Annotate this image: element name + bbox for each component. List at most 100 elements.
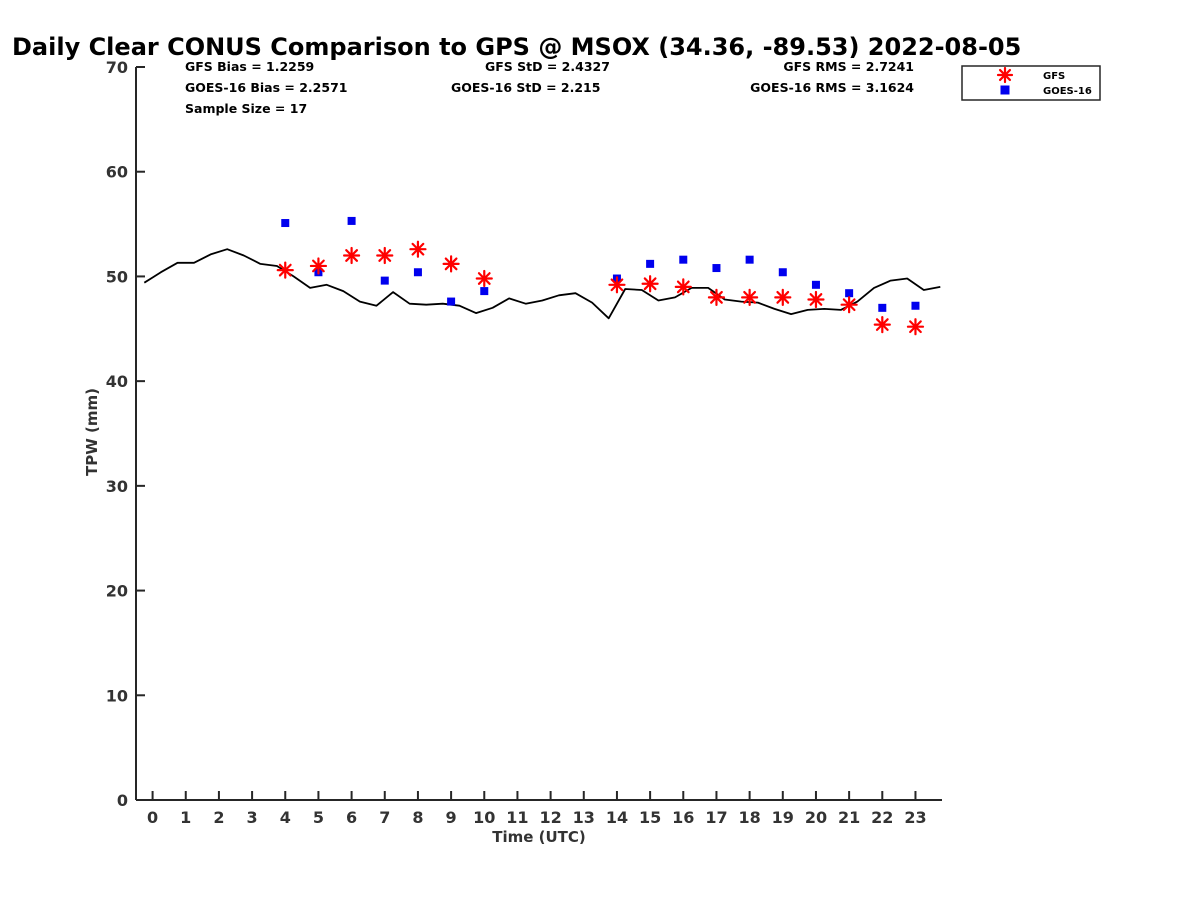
asterisk-stroke <box>743 290 757 304</box>
gfs-point <box>376 246 394 265</box>
x-tick-label: 5 <box>313 808 324 827</box>
goes-bias-stat: GOES-16 Bias = 2.2571 <box>185 80 347 95</box>
gfs-point <box>906 318 925 336</box>
goes-point <box>679 255 688 264</box>
x-tick-label: 19 <box>772 808 794 827</box>
x-tick-label: 4 <box>280 808 291 827</box>
x-tick-label: 17 <box>705 808 727 827</box>
goes-point <box>281 219 290 228</box>
goes-point <box>745 255 754 264</box>
gfs-std-stat: GFS StD = 2.4327 <box>485 59 610 74</box>
y-tick-label: 60 <box>106 163 128 182</box>
x-tick-label: 18 <box>738 808 760 827</box>
x-tick-label: 14 <box>606 808 628 827</box>
sample-size-stat: Sample Size = 17 <box>185 101 307 116</box>
y-tick-label: 0 <box>117 791 128 810</box>
y-tick-label: 30 <box>106 477 128 496</box>
x-tick-label: 16 <box>672 808 694 827</box>
legend-gfs-label: GFS <box>1043 71 1065 82</box>
gfs-rms-stat: GFS RMS = 2.7241 <box>783 59 914 74</box>
asterisk-stroke <box>776 290 790 304</box>
y-tick-label: 70 <box>106 58 128 77</box>
x-tick-label: 15 <box>639 808 661 827</box>
goes-point <box>380 276 389 285</box>
x-tick-label: 11 <box>506 808 528 827</box>
goes-point <box>911 301 920 310</box>
stats-block: GFS Bias = 1.2259 GOES-16 Bias = 2.2571 … <box>185 59 914 116</box>
x-tick-label: 2 <box>213 808 224 827</box>
x-tick-label: 0 <box>147 808 158 827</box>
asterisk-stroke <box>411 242 425 256</box>
asterisk-stroke <box>610 278 624 292</box>
legend-goes-marker <box>1000 85 1010 95</box>
x-tick-label: 7 <box>379 808 390 827</box>
chart-title: Daily Clear CONUS Comparison to GPS @ MS… <box>12 33 1021 61</box>
goes-point <box>878 303 887 312</box>
asterisk-stroke <box>809 293 823 306</box>
asterisk-stroke <box>278 263 292 277</box>
gfs-point <box>475 269 493 288</box>
x-tick-label: 6 <box>346 808 357 827</box>
gfs-point <box>409 240 427 258</box>
gfs-point <box>641 275 659 293</box>
y-tick-label: 10 <box>106 686 128 705</box>
y-tick-label: 50 <box>106 267 128 286</box>
y-axis-label: TPW (mm) <box>83 388 101 476</box>
asterisk-stroke <box>312 259 325 273</box>
x-tick-label: 21 <box>838 808 860 827</box>
goes-point <box>845 289 854 298</box>
gfs-point <box>608 276 626 294</box>
x-tick-label: 13 <box>573 808 595 827</box>
asterisk-stroke <box>998 68 1012 82</box>
goes-point <box>778 268 787 277</box>
goes-point <box>447 297 456 306</box>
goes-point <box>413 268 422 277</box>
goes-point <box>646 259 655 268</box>
gfs-bias-stat: GFS Bias = 1.2259 <box>185 59 314 74</box>
x-tick-label: 20 <box>805 808 827 827</box>
gfs-point <box>276 261 294 279</box>
asterisk-stroke <box>477 272 491 285</box>
asterisk-stroke <box>444 257 458 271</box>
y-tick-label: 20 <box>106 582 128 601</box>
x-tick-label: 12 <box>539 808 561 827</box>
gfs-point <box>741 288 759 306</box>
asterisk-stroke <box>710 290 723 304</box>
goes-point <box>712 264 721 273</box>
x-tick-label: 3 <box>247 808 258 827</box>
x-axis-label: Time (UTC) <box>492 828 586 846</box>
goes-std-stat: GOES-16 StD = 2.215 <box>451 80 600 95</box>
asterisk-stroke <box>842 298 856 312</box>
legend-box <box>961 65 1101 101</box>
x-tick-label: 10 <box>473 808 495 827</box>
gfs-point <box>442 255 460 273</box>
gfs-point <box>873 315 891 334</box>
gfs-point <box>309 257 328 275</box>
asterisk-stroke <box>676 280 690 294</box>
legend-gfs-marker <box>996 66 1014 84</box>
asterisk-stroke <box>875 318 889 332</box>
x-tick-label: 23 <box>904 808 926 827</box>
legend-goes-label: GOES-16 <box>1043 86 1092 97</box>
gfs-point <box>807 290 825 309</box>
goes-point <box>480 287 489 296</box>
goes-point <box>811 280 820 289</box>
gfs-point <box>840 296 858 314</box>
gps-line <box>143 248 941 320</box>
asterisk-stroke <box>909 320 922 334</box>
gfs-point <box>707 288 726 306</box>
y-tick-label: 40 <box>106 372 128 391</box>
gfs-point <box>674 278 692 296</box>
asterisk-stroke <box>378 249 392 262</box>
x-tick-label: 9 <box>446 808 457 827</box>
asterisk-stroke <box>345 249 358 262</box>
x-tick-label: 1 <box>180 808 191 827</box>
x-tick-label: 22 <box>871 808 893 827</box>
goes-rms-stat: GOES-16 RMS = 3.1624 <box>750 80 914 95</box>
legend: GFS GOES-16 <box>961 65 1101 101</box>
x-tick-label: 8 <box>412 808 423 827</box>
legend-gfs-asterisk <box>996 66 1014 84</box>
asterisk-stroke <box>643 277 657 291</box>
